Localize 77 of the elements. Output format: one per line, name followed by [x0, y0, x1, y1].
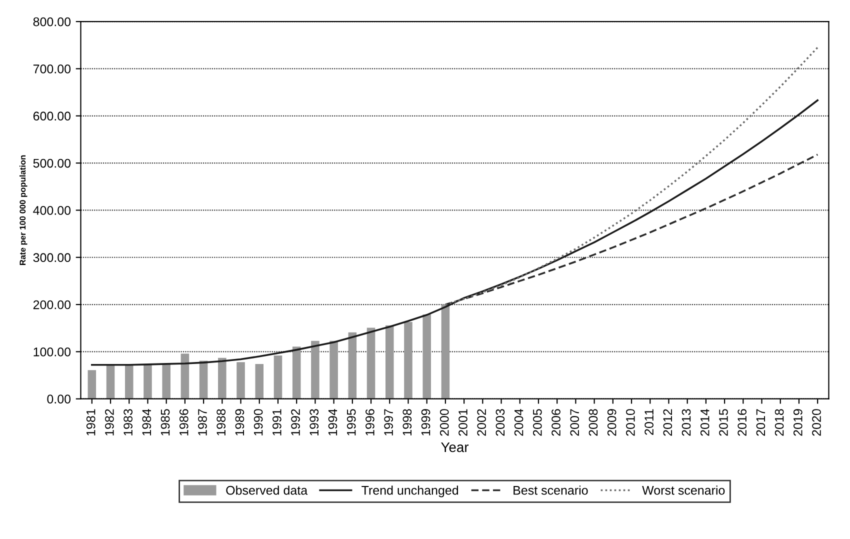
x-tick-label: 2017 [756, 409, 766, 436]
x-tick-label: 1996 [366, 409, 374, 436]
x-tick-label: 1984 [142, 408, 152, 436]
bar [88, 370, 96, 399]
x-tick-label: 2014 [700, 408, 710, 436]
x-tick-label: 2011 [644, 409, 654, 435]
bar [144, 364, 152, 399]
bar [441, 304, 450, 399]
bar [348, 332, 357, 399]
x-tick-label: 2010 [626, 409, 635, 436]
bar [404, 322, 412, 399]
bar [292, 346, 301, 399]
x-tick-label: 1989 [235, 409, 244, 436]
y-tick-label: 200.00 [33, 300, 71, 310]
y-tick-label: 100.00 [34, 348, 71, 356]
y-tick-label: 500.00 [33, 158, 71, 168]
bar [330, 340, 338, 399]
x-tick-label: 1986 [179, 409, 188, 436]
bar [180, 354, 190, 399]
x-tick-label: 1999 [421, 409, 430, 436]
bar [274, 356, 282, 399]
bar [199, 360, 208, 399]
legend-label: Trend unchanged [362, 486, 458, 498]
bar [366, 328, 376, 399]
x-tick-label: 2001 [458, 409, 468, 436]
y-axis-title: Rate per 100 000 population [19, 155, 28, 265]
y-tick-label: 400.00 [33, 206, 71, 215]
x-tick-label: 2015 [719, 409, 728, 436]
x-axis-title: Year [441, 442, 469, 452]
bar [422, 314, 431, 399]
y-tick-label: 800.00 [33, 17, 71, 26]
legend-label: Worst scenario [642, 486, 725, 495]
x-tick-label: 1981 [86, 409, 96, 436]
x-tick-label: 1994 [328, 408, 338, 436]
bar [124, 365, 134, 399]
bar [385, 325, 394, 399]
line-series [91, 99, 818, 366]
x-tick-label: 2020 [812, 409, 821, 436]
x-tick-label: 1983 [124, 409, 132, 436]
bar [311, 340, 320, 399]
x-tick-label: 1985 [160, 409, 170, 436]
x-tick-label: 2000 [440, 409, 449, 436]
y-tick-label: 300.00 [33, 253, 71, 262]
x-tick-label: 2004 [514, 408, 524, 436]
bar [162, 364, 170, 399]
legend-label: Observed data [226, 486, 308, 495]
x-tick-label: 2002 [477, 409, 486, 436]
x-tick-label: 2005 [532, 409, 542, 436]
x-tick-label: 2006 [552, 409, 560, 436]
x-tick-label: 2019 [793, 409, 802, 436]
y-tick-label: 700.00 [33, 64, 71, 74]
y-tick-label: 600.00 [33, 112, 71, 121]
x-tick-label: 1991 [272, 409, 282, 436]
x-tick-label: 2007 [570, 409, 580, 436]
bar [236, 362, 245, 399]
x-tick-label: 2009 [607, 409, 616, 436]
x-tick-label: 1988 [216, 409, 226, 436]
x-tick-label: 2012 [663, 409, 672, 436]
x-tick-label: 1992 [291, 409, 300, 436]
x-tick-label: 1998 [402, 409, 412, 436]
legend-label: Best scenario [514, 486, 588, 495]
line-series [444, 46, 818, 306]
x-tick-label: 2018 [774, 409, 784, 436]
x-tick-label: 1993 [310, 409, 319, 436]
bar [218, 358, 226, 399]
x-tick-label: 1995 [346, 409, 356, 436]
x-tick-label: 2003 [496, 409, 505, 436]
x-tick-label: 2016 [738, 409, 747, 436]
x-tick-label: 1982 [105, 409, 114, 436]
x-tick-label: 1990 [254, 409, 263, 436]
bar [106, 365, 115, 399]
y-tick-label: 0.00 [47, 394, 71, 404]
bar [255, 364, 264, 399]
x-tick-label: 2008 [588, 409, 598, 436]
x-tick-label: 2013 [682, 409, 691, 436]
x-tick-label: 1987 [198, 409, 207, 436]
x-tick-label: 1997 [384, 409, 393, 436]
